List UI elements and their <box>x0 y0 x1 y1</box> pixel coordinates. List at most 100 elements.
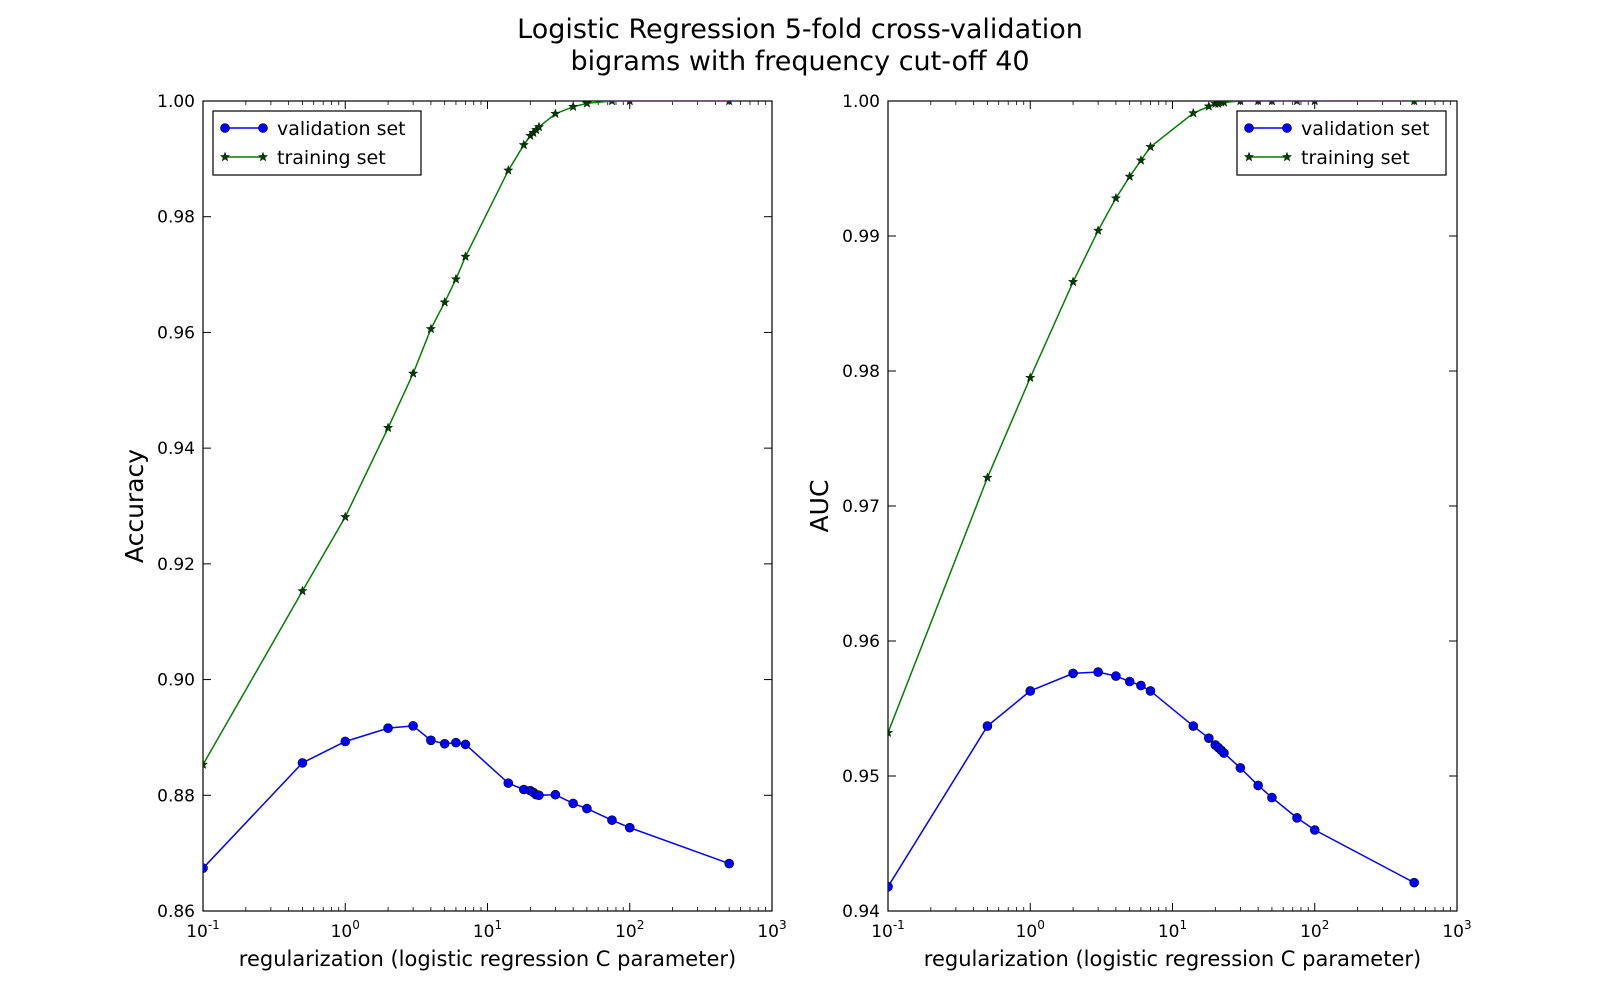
data-point <box>982 721 993 731</box>
legend-box <box>1236 110 1447 176</box>
data-point <box>1188 107 1199 118</box>
y-tick-label: 0.95 <box>842 767 880 787</box>
data-point <box>888 727 894 738</box>
y-tick-label: 0.98 <box>157 208 195 228</box>
figure-title-line-1: Logistic Regression 5-fold cross-validat… <box>517 14 1083 45</box>
y-tick-label: 0.96 <box>842 632 880 652</box>
data-point <box>534 790 544 801</box>
legend-entry: training set <box>219 147 386 169</box>
legend-marker <box>220 123 230 133</box>
x-tick-label: 100 <box>1016 918 1045 942</box>
figure-title-line-2: bigrams with frequency cut-off 40 <box>570 46 1030 77</box>
data-point <box>624 822 635 833</box>
y-tick-label: 0.92 <box>157 555 195 575</box>
data-point <box>1111 671 1121 681</box>
series-layer <box>888 101 1419 892</box>
legend: validation set training set <box>1236 110 1447 176</box>
y-tick-label: 0.90 <box>157 671 195 691</box>
data-point <box>1268 101 1276 106</box>
data-point <box>582 803 592 814</box>
y-tick-label: 1.00 <box>157 92 195 112</box>
x-tick-label: 102 <box>615 918 644 942</box>
data-point <box>607 815 617 825</box>
x-tick-label: 10-1 <box>871 918 905 942</box>
x-tick-label: 100 <box>331 918 360 942</box>
data-point <box>1311 101 1318 106</box>
data-point <box>533 121 545 132</box>
data-point <box>383 723 393 733</box>
y-tick-label: 0.98 <box>842 362 880 382</box>
y-tick-label: 0.97 <box>842 497 880 517</box>
y-tick-label: 0.96 <box>157 323 195 343</box>
data-point <box>503 778 514 788</box>
y-tick-label: 0.94 <box>842 902 880 922</box>
x-tick-label: 10-1 <box>186 918 220 942</box>
data-point <box>382 422 394 433</box>
data-point <box>1235 763 1246 773</box>
y-tick-label: 0.88 <box>157 786 195 806</box>
data-point <box>1135 155 1147 165</box>
legend-marker <box>219 151 231 162</box>
data-point <box>460 251 471 261</box>
data-point <box>724 858 734 869</box>
data-point <box>1219 748 1229 758</box>
legend-entry: validation set <box>220 118 406 140</box>
data-point <box>1110 192 1122 203</box>
legend-marker <box>1282 123 1292 133</box>
x-tick-label: 102 <box>1300 918 1329 942</box>
data-point <box>1136 680 1146 691</box>
data-point <box>1145 686 1156 696</box>
legend-marker <box>1244 123 1254 133</box>
data-point <box>1253 780 1263 791</box>
data-point <box>1025 372 1036 383</box>
series-validation <box>203 721 734 873</box>
data-point <box>1411 101 1418 106</box>
legend-marker <box>257 151 269 162</box>
data-point <box>608 101 616 106</box>
legend-marker <box>258 123 268 133</box>
data-point <box>550 789 561 800</box>
data-point <box>1219 101 1229 107</box>
series-validation <box>888 667 1419 892</box>
plot-area <box>887 100 1458 912</box>
data-point <box>581 101 593 108</box>
plot-area <box>202 100 773 912</box>
series-training <box>888 101 1418 738</box>
y-axis-label: AUC <box>805 480 834 533</box>
data-point <box>1237 101 1244 106</box>
legend-label: training set <box>1301 147 1410 169</box>
data-point <box>1145 141 1156 152</box>
legend-entry: training set <box>1243 147 1410 169</box>
series-training <box>203 101 733 769</box>
data-point <box>439 296 450 307</box>
data-point <box>203 863 208 873</box>
x-tick-label: 101 <box>1158 918 1187 942</box>
x-axis-label: regularization (logistic regression C pa… <box>924 947 1421 971</box>
data-point <box>550 108 561 119</box>
legend-label: validation set <box>1301 118 1430 140</box>
legend-label: training set <box>277 147 386 169</box>
data-point <box>1267 792 1277 803</box>
chart-panel-1: 10-1 100 101 102 103 0.86 0.88 0.90 0.92 0.94 0.96… <box>120 92 787 971</box>
x-tick-label: 103 <box>1442 918 1471 942</box>
data-point <box>1293 101 1301 106</box>
data-point <box>1292 813 1302 823</box>
data-point <box>503 165 514 175</box>
data-point <box>425 323 437 334</box>
data-point <box>297 758 308 768</box>
legend-box <box>212 110 422 176</box>
data-point <box>1204 733 1214 744</box>
y-tick-label: 0.99 <box>842 227 880 247</box>
x-axis-label: regularization (logistic regression C pa… <box>239 947 736 971</box>
data-point <box>726 101 733 106</box>
y-tick-label: 0.94 <box>157 439 195 459</box>
data-point <box>426 735 436 746</box>
y-axis-label: Accuracy <box>120 449 149 563</box>
data-point <box>340 736 351 747</box>
data-point <box>460 739 471 750</box>
data-point <box>626 101 633 106</box>
data-point <box>1203 101 1214 111</box>
data-point <box>340 511 351 522</box>
